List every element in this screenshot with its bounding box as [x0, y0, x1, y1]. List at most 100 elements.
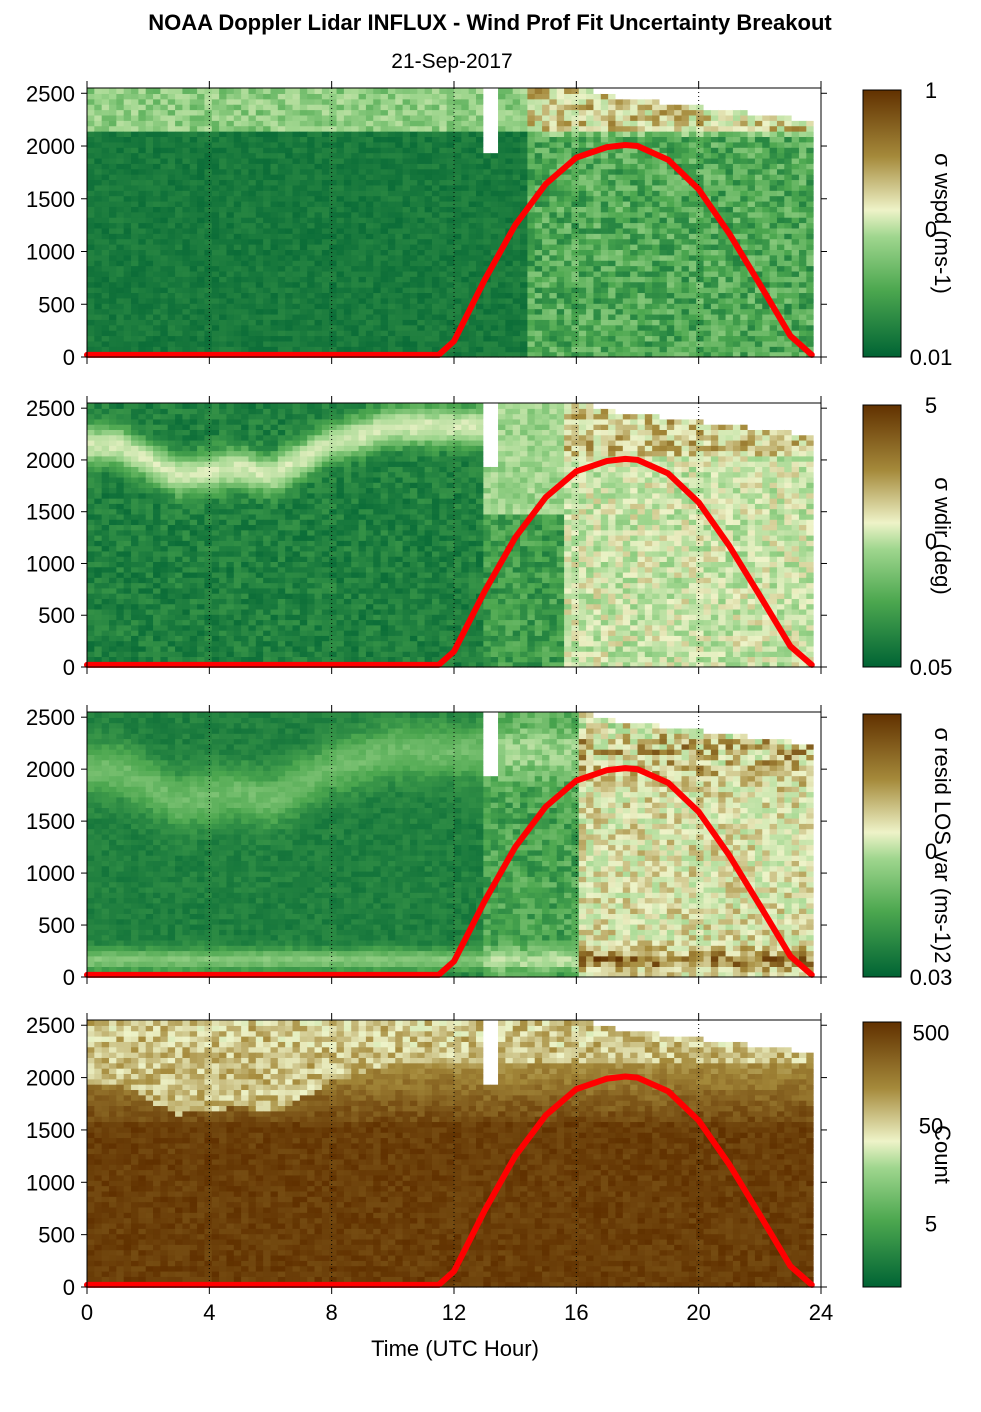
- heatmap-cell: [791, 222, 800, 229]
- heatmap-cell: [380, 174, 389, 181]
- heatmap-cell: [219, 93, 228, 100]
- heatmap-cell: [446, 222, 455, 229]
- heatmap-cell: [468, 340, 477, 347]
- heatmap-cell: [527, 131, 536, 138]
- heatmap-cell: [637, 270, 646, 277]
- heatmap-cell: [784, 157, 793, 164]
- heatmap-cell: [87, 206, 95, 213]
- heatmap-cell: [652, 114, 661, 121]
- heatmap-cell: [211, 206, 220, 213]
- heatmap-cell: [131, 238, 139, 245]
- heatmap-cell: [659, 265, 668, 272]
- heatmap-cell: [681, 281, 690, 288]
- heatmap-cell: [424, 131, 433, 138]
- heatmap-cell: [248, 152, 257, 159]
- heatmap-cell: [762, 195, 771, 202]
- heatmap-cell: [409, 141, 418, 148]
- heatmap-cell: [101, 98, 110, 105]
- heatmap-cell: [373, 120, 382, 127]
- heatmap-cell: [94, 346, 103, 353]
- heatmap-cell: [116, 109, 125, 116]
- heatmap-cell: [387, 244, 396, 250]
- heatmap-cell: [101, 281, 110, 288]
- heatmap-cell: [285, 222, 294, 229]
- heatmap-cell: [688, 297, 697, 304]
- heatmap-cell: [498, 276, 506, 283]
- heatmap-cell: [710, 244, 719, 250]
- heatmap-cell: [696, 222, 705, 229]
- heatmap-cell: [674, 136, 683, 143]
- heatmap-cell: [211, 303, 220, 310]
- heatmap-cell: [204, 297, 213, 304]
- heatmap-cell: [343, 292, 352, 299]
- heatmap-cell: [696, 125, 705, 132]
- heatmap-cell: [659, 179, 668, 186]
- heatmap-cell: [351, 297, 360, 304]
- heatmap-cell: [520, 217, 528, 224]
- heatmap-cell: [241, 330, 250, 337]
- heatmap-cell: [233, 168, 242, 175]
- heatmap-cell: [505, 98, 514, 105]
- heatmap-cell: [233, 88, 242, 94]
- heatmap-cell: [314, 324, 323, 331]
- heatmap-cell: [314, 254, 323, 261]
- heatmap-cell: [490, 152, 499, 159]
- heatmap-cell: [321, 249, 330, 256]
- heatmap-cell: [710, 152, 719, 159]
- heatmap-cell: [365, 254, 374, 261]
- heatmap-cell: [263, 324, 272, 331]
- heatmap-cell: [109, 270, 117, 277]
- heatmap-cell: [710, 190, 719, 197]
- heatmap-cell: [402, 179, 411, 186]
- heatmap-cell: [659, 233, 668, 240]
- heatmap-cell: [402, 190, 411, 197]
- heatmap-cell: [329, 254, 338, 261]
- heatmap-cell: [571, 233, 580, 240]
- heatmap-cell: [564, 281, 573, 288]
- heatmap-cell: [593, 249, 602, 256]
- heatmap-cell: [710, 125, 719, 132]
- heatmap-cell: [600, 297, 609, 304]
- heatmap-cell: [615, 211, 624, 218]
- heatmap-cell: [476, 88, 484, 94]
- heatmap-cell: [160, 292, 169, 299]
- heatmap-cell: [226, 163, 235, 170]
- heatmap-cell: [439, 190, 448, 197]
- heatmap-cell: [248, 174, 257, 181]
- heatmap-cell: [226, 136, 235, 143]
- heatmap-cell: [431, 244, 440, 250]
- heatmap-cell: [248, 88, 257, 94]
- heatmap-cell: [270, 313, 279, 320]
- heatmap-cell: [740, 98, 749, 105]
- heatmap-cell: [688, 281, 697, 288]
- heatmap-cell: [776, 270, 785, 277]
- heatmap-cell: [586, 98, 595, 105]
- heatmap-cell: [798, 206, 807, 213]
- heatmap-cell: [263, 254, 272, 261]
- heatmap-cell: [776, 254, 785, 261]
- heatmap-cell: [747, 93, 756, 100]
- heatmap-cell: [167, 104, 176, 111]
- heatmap-cell: [476, 200, 484, 207]
- heatmap-cell: [263, 287, 272, 294]
- heatmap-cell: [527, 179, 536, 186]
- heatmap-cell: [769, 270, 778, 277]
- heatmap-cell: [806, 88, 815, 94]
- heatmap-cell: [520, 114, 528, 121]
- heatmap-cell: [299, 330, 308, 337]
- heatmap-cell: [784, 163, 793, 170]
- heatmap-cell: [542, 136, 551, 143]
- heatmap-cell: [564, 265, 573, 272]
- heatmap-cell: [696, 340, 705, 347]
- heatmap-cell: [688, 351, 697, 358]
- heatmap-cell: [490, 335, 499, 342]
- heatmap-cell: [732, 163, 741, 170]
- heatmap-cell: [373, 287, 382, 294]
- heatmap-cell: [87, 98, 95, 105]
- heatmap-cell: [365, 93, 374, 100]
- heatmap-cell: [417, 174, 426, 181]
- heatmap-cell: [101, 109, 110, 116]
- heatmap-cell: [586, 195, 595, 202]
- heatmap-cell: [644, 335, 653, 342]
- heatmap-cell: [87, 254, 95, 261]
